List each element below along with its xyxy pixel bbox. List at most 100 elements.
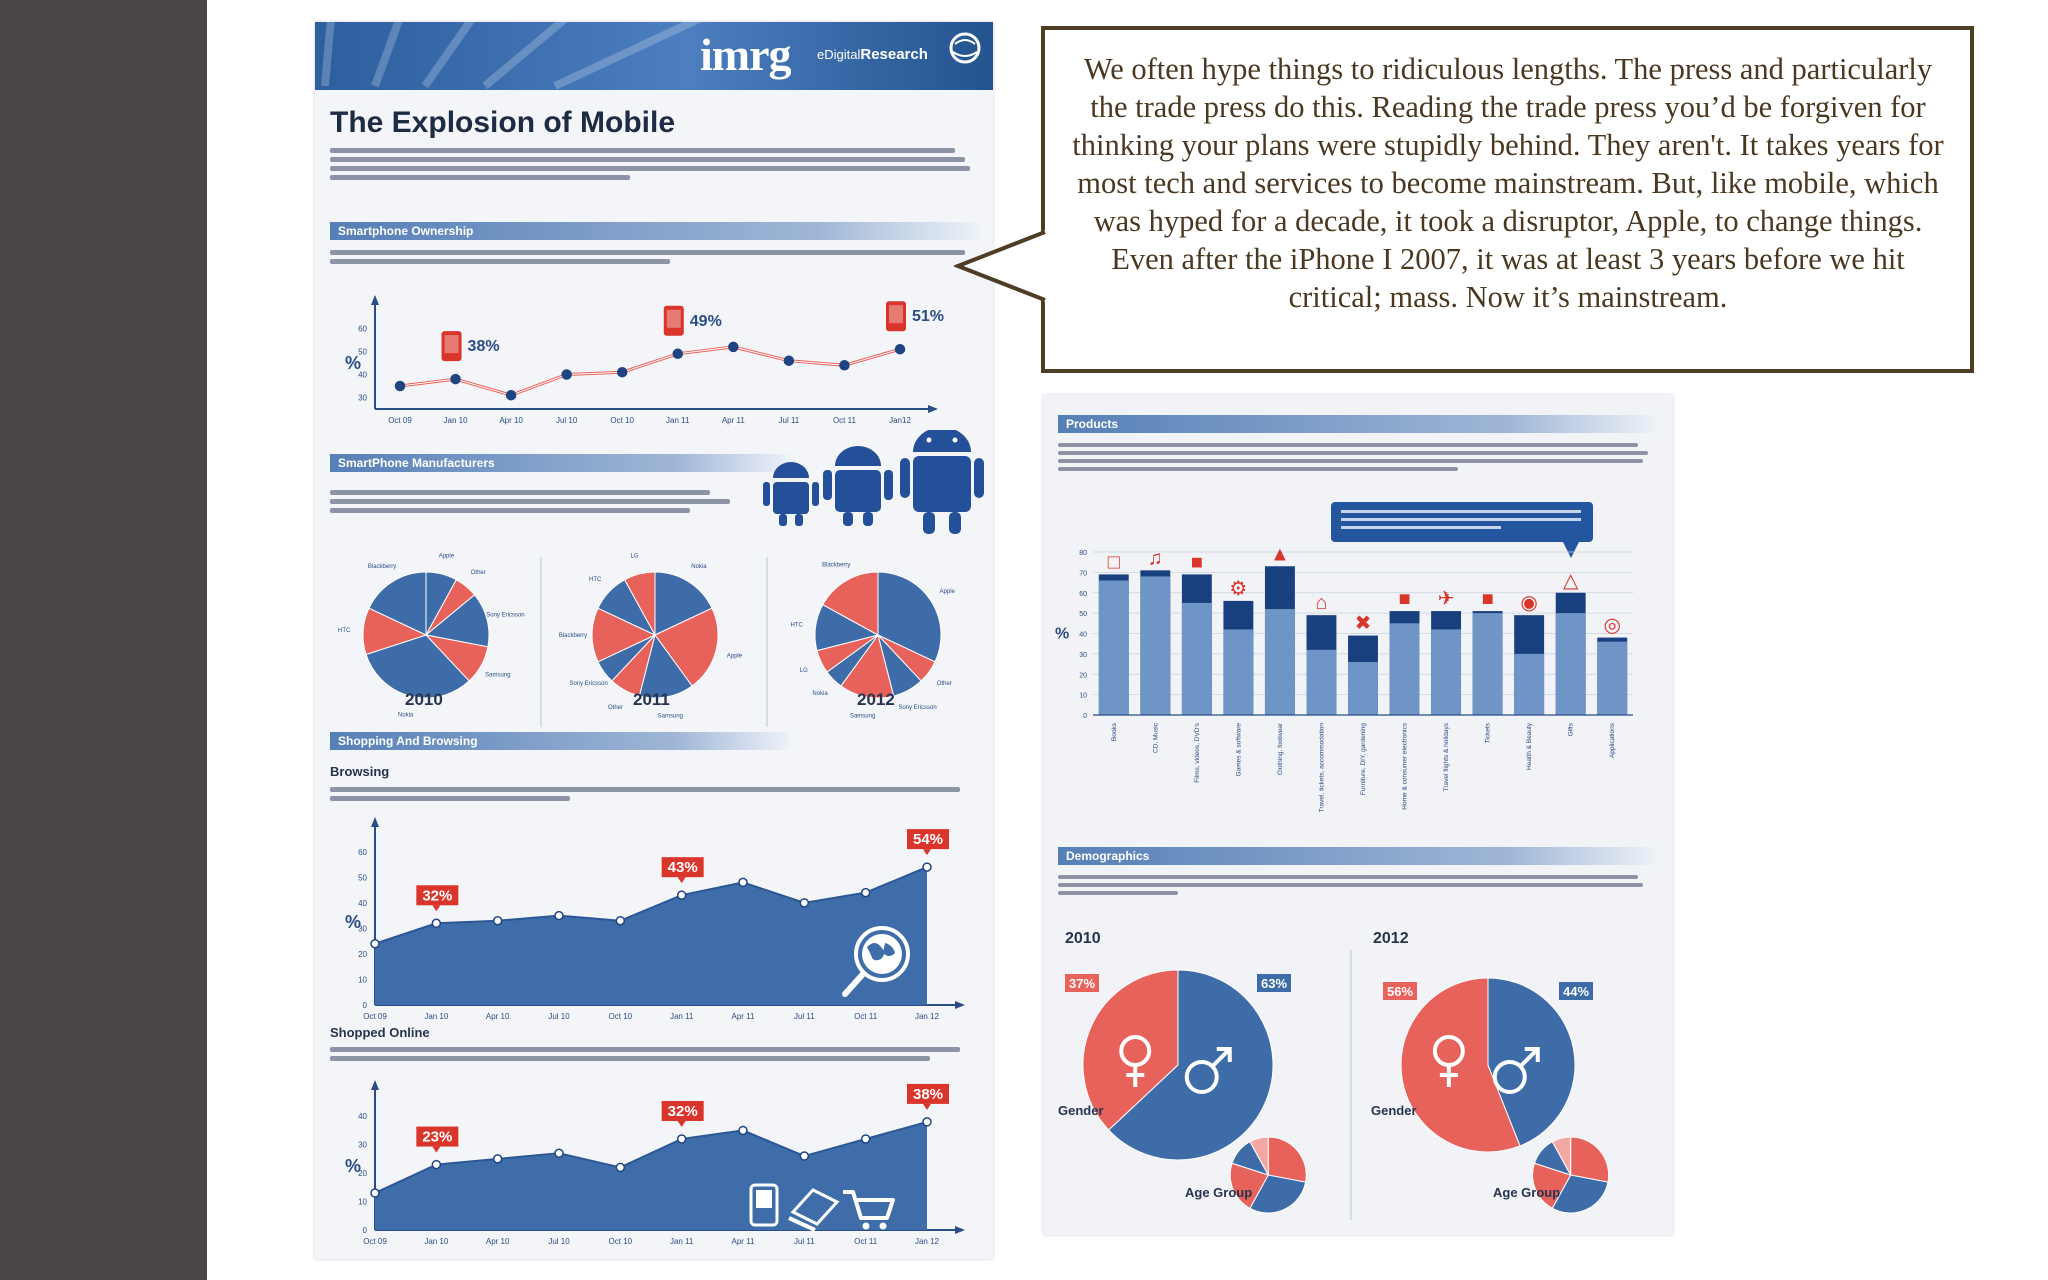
- gender-pie-2012-slice-male: [1487, 977, 1576, 1147]
- gender-label-2010: Gender: [1058, 1103, 1104, 1118]
- demographics-text-placeholder: [1058, 875, 1658, 899]
- y-tick-label: 30: [358, 1141, 367, 1150]
- pie-2010-slice-nokia: [365, 634, 470, 699]
- section-smartphone-ownership: Smartphone Ownership: [330, 222, 980, 240]
- product-icon-travel-tickets-accommodation: ⌂: [1315, 592, 1327, 614]
- product-icon-films-videos-dvd-s: ■: [1191, 551, 1203, 573]
- pie-2011-slice-lg: [623, 571, 656, 636]
- x-tick-label: Gifts: [1568, 722, 1575, 736]
- pie-label: Apple: [727, 653, 743, 659]
- x-tick-label: Jan 11: [670, 1012, 694, 1021]
- callout-label: 23%: [422, 1129, 452, 1146]
- products-text-placeholder: [1058, 443, 1658, 475]
- x-tick-label: Jan 10: [424, 1237, 449, 1246]
- phone-icon: [749, 1183, 779, 1227]
- female-percent-label: 37%: [1069, 976, 1095, 991]
- female-percent-box: [1065, 974, 1099, 992]
- pie-label: Nokia: [398, 712, 414, 718]
- x-tick-label: Jan 10: [444, 416, 469, 425]
- callout-box: [907, 1083, 949, 1104]
- bar-2010-furniture-diy-gardening: [1348, 662, 1378, 715]
- pie-2012-slice-apple: [877, 571, 942, 663]
- callout-label: 43%: [668, 859, 698, 876]
- data-point: [554, 1148, 564, 1158]
- pie-label: Other: [471, 570, 486, 576]
- y-tick-label: 60: [358, 325, 367, 334]
- product-icon-tickets: ■: [1482, 588, 1494, 610]
- products-callout-text-placeholder: [1341, 526, 1501, 529]
- pie-label: Samsung: [850, 714, 875, 720]
- x-tick-label: Clothing, footwear: [1277, 722, 1284, 775]
- manufacturers-pie-charts: Apple Other Sony Ericsson Samsung Nokia HTC Bl…: [338, 554, 956, 727]
- data-point: [450, 373, 461, 385]
- product-icon-clothing-footwear: ▲: [1270, 543, 1290, 565]
- y-tick-label: 40: [358, 371, 367, 380]
- data-point: [860, 1134, 871, 1144]
- x-tick-label: Jul 11: [779, 416, 800, 425]
- series-line-inner: [399, 346, 901, 396]
- quote-text: We often hype things to ridiculous lengt…: [1072, 52, 1944, 314]
- x-tick-label: Apr 11: [732, 1012, 756, 1021]
- y-tick-label: 20: [358, 1169, 367, 1178]
- pie-label: Sony Ericsson: [569, 681, 607, 687]
- x-tick-label: Furniture, DIY, gardening: [1360, 723, 1367, 796]
- product-icon-books: □: [1108, 551, 1120, 573]
- x-tick-label: Applications: [1609, 722, 1616, 758]
- ownership-text-placeholder: [330, 250, 970, 268]
- x-tick-label: Oct 10: [610, 416, 634, 425]
- y-tick-label: 0: [363, 1001, 368, 1010]
- x-tick-label: Oct 11: [833, 416, 857, 425]
- y-tick-label: 60: [1079, 591, 1087, 598]
- android-medium-icon: [823, 446, 893, 526]
- pie-2010-slice-blackberry: [368, 571, 427, 636]
- pie-label: Apple: [940, 589, 956, 595]
- infographic-title: The Explosion of Mobile: [330, 106, 675, 139]
- callout-pointer: [923, 1103, 931, 1110]
- x-tick-label: Jan 10: [424, 1012, 449, 1021]
- section-smartphone-manufacturers: SmartPhone Manufacturers: [330, 454, 790, 472]
- phone-screen-icon: [666, 309, 681, 328]
- x-tick-label: Tickets: [1485, 722, 1492, 743]
- shopping-cart-icon: [843, 1190, 895, 1220]
- pie-label: Sony Ericsson: [486, 613, 524, 619]
- y-tick-label: 10: [1079, 693, 1087, 700]
- pie-label: HTC: [790, 623, 803, 629]
- phone-screen-icon: [756, 1190, 772, 1208]
- x-tick-label: Jan 12: [915, 1237, 940, 1246]
- data-point: [431, 918, 442, 929]
- x-tick-label: Jan 11: [670, 1237, 694, 1246]
- data-point: [676, 890, 687, 900]
- android-small-icon: [763, 462, 819, 526]
- y-tick-label: 40: [1079, 632, 1087, 639]
- laptop-icon: [790, 1188, 840, 1226]
- callout-pointer: [923, 849, 931, 856]
- pie-label: HTC: [589, 577, 602, 583]
- phone-icon: [441, 331, 462, 362]
- x-tick-label: Oct 11: [854, 1237, 878, 1246]
- data-point: [505, 389, 517, 401]
- pie-label: Nokia: [812, 691, 828, 697]
- data-point: [672, 348, 684, 360]
- female-percent-label: 56%: [1387, 984, 1413, 999]
- x-tick-label: Oct 09: [388, 416, 412, 425]
- age-group-label-2012: Age Group: [1493, 1185, 1561, 1200]
- y-tick-label: 50: [1079, 611, 1087, 618]
- bar-2010-applications: [1597, 641, 1628, 715]
- male-symbol-icon: [1184, 1060, 1219, 1094]
- callout-pointer: [432, 1146, 441, 1153]
- callout-box: [416, 885, 459, 906]
- callout-label: 32%: [422, 887, 452, 904]
- data-point: [738, 1125, 748, 1136]
- browsing-text-placeholder: [330, 787, 970, 805]
- globe-continents-icon: [867, 943, 895, 961]
- x-tick-label: Films, videos, DVD's: [1194, 722, 1201, 783]
- age-pie-2010-slice-2: [1229, 1162, 1269, 1209]
- quote-callout: We often hype things to ridiculous lengt…: [1041, 26, 1974, 373]
- series-line: [374, 866, 928, 945]
- y-axis-arrow: [371, 295, 379, 305]
- data-point: [431, 1159, 442, 1170]
- callout-label: 38%: [913, 1086, 943, 1103]
- x-tick-label: Health & Beauty: [1526, 722, 1533, 770]
- globe-logo-icon: [949, 32, 981, 64]
- x-tick-label: CD, Music: [1152, 722, 1159, 753]
